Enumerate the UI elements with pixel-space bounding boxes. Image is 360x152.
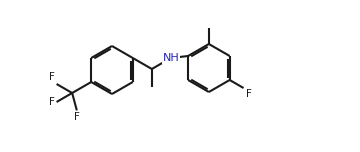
Text: F: F bbox=[74, 112, 80, 122]
Text: F: F bbox=[246, 89, 251, 99]
Text: NH: NH bbox=[162, 53, 179, 63]
Text: F: F bbox=[49, 97, 55, 107]
Text: F: F bbox=[49, 72, 55, 82]
